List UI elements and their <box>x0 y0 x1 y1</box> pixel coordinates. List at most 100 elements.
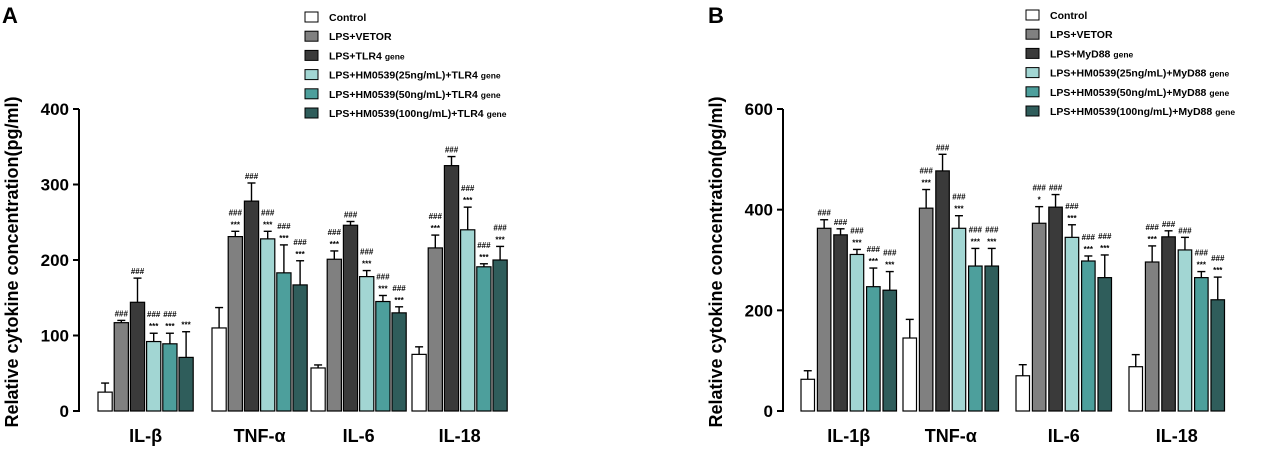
panel-b-chart: Control LPS+VETOR LPS+MyD88 gene LPS+HM0539(… <box>745 9 1235 446</box>
panel-a-bar-2-5 <box>391 312 407 412</box>
panel-a-significance-2-1-0: ### <box>328 228 342 237</box>
panel-a-legend-subtext-5: gene <box>487 109 507 119</box>
panel-a-significance-0-3-1: *** <box>149 322 159 331</box>
panel-b-bar-0-4 <box>865 286 881 412</box>
panel-b-legend-subtext-2: gene <box>1113 49 1133 59</box>
panel-b-legend-text-1: LPS+VETOR <box>1050 29 1113 41</box>
panel-b-significance-1-3-0: ### <box>952 193 966 202</box>
panel-b-legend-subtext-3: gene <box>1209 69 1229 79</box>
panel-a-legend-subtext-3: gene <box>481 71 501 81</box>
panel-a-bar-1-4 <box>276 272 292 412</box>
panel-b-y-tick-label-2: 400 <box>745 201 773 220</box>
panel-a-legend-label-2: LPS+TLR4 gene <box>329 50 405 62</box>
panel-a-significance-1-3-1: *** <box>263 220 273 229</box>
panel-b-significance-2-5-1: *** <box>1100 244 1110 253</box>
panel-b-y-tick-label-0: 0 <box>764 402 773 421</box>
panel-a-bar-2-4 <box>375 300 391 412</box>
panel-b-significance-2-5-0: ### <box>1098 232 1112 241</box>
panel-a-significance-0-4-0: ### <box>163 310 177 319</box>
panel-a-legend-text-3: LPS+HM0539(25ng/mL)+TLR4 <box>329 70 478 82</box>
panel-a-significance-3-5-0: ### <box>493 223 507 232</box>
panel-b-significance-3-4-1: *** <box>1197 261 1207 270</box>
panel-a-significance-3-2-0: ### <box>445 146 459 155</box>
panel-b-bar-0-2 <box>833 234 848 412</box>
panel-a-bar-0-3 <box>146 340 162 412</box>
panel-b-significance-2-1-1: * <box>1038 196 1042 205</box>
panel-b-legend-label-0: Control <box>1050 10 1087 22</box>
panel-a-legend-label-4: LPS+HM0539(50ng/mL)+TLR4 gene <box>329 89 501 101</box>
panel-a-significance-1-4-0: ### <box>277 222 291 231</box>
panel-a-legend-swatch-3 <box>304 69 319 81</box>
panel-b-y-tick-label-1: 200 <box>745 301 773 320</box>
panel-b-legend-label-2: LPS+MyD88 gene <box>1050 48 1134 60</box>
panel-a-significance-0-3-0: ### <box>147 310 161 319</box>
panel-b-category-label-0: IL-1β <box>827 426 870 446</box>
panel-b-significance-2-3-1: *** <box>1067 214 1077 223</box>
panel-a-y-tick-label-4: 400 <box>41 100 69 119</box>
panel-a-legend-text-4: LPS+HM0539(50ng/mL)+TLR4 <box>329 89 478 101</box>
panel-b-bar-2-1 <box>1031 222 1047 412</box>
panel-b-significance-1-2-0: ### <box>936 143 950 152</box>
panel-a-bar-3-2 <box>443 165 460 412</box>
panel-a-y-tick-label-2: 200 <box>41 251 69 270</box>
panel-a-significance-1-4-1: *** <box>279 234 289 243</box>
panel-b-bar-1-2 <box>935 170 950 412</box>
panel-a-bar-1-1 <box>227 235 243 412</box>
panel-a-significance-3-4-1: *** <box>479 253 489 262</box>
panel-b-significance-0-1-0: ### <box>817 209 831 218</box>
panel-b-legend-subtext-4: gene <box>1209 88 1229 98</box>
panel-a-significance-2-4-0: ### <box>376 272 390 281</box>
panel-a-y-axis-label: Relative cytokine concentration(pg/ml) <box>2 96 22 427</box>
panel-a-significance-3-3-0: ### <box>461 184 475 193</box>
panel-a-significance-0-5-0: *** <box>181 321 191 330</box>
panel-b-significance-1-4-1: *** <box>971 237 981 246</box>
panel-a-legend-swatch-5 <box>304 107 319 119</box>
panel-a-bar-3-4 <box>476 266 492 412</box>
panel-a-legend-label-0: Control <box>329 12 366 24</box>
panel-a-significance-0-4-1: *** <box>165 322 175 331</box>
panel-a-legend-swatch-4 <box>304 88 319 100</box>
panel-b-bar-2-2 <box>1048 206 1063 412</box>
panel-a-legend-text-1: LPS+VETOR <box>329 31 392 43</box>
panel-a-bar-3-5 <box>492 259 508 412</box>
panel-b-significance-0-3-0: ### <box>850 226 864 235</box>
panel-b-legend-label-5: LPS+HM0539(100ng/mL)+MyD88 gene <box>1050 106 1235 118</box>
panel-a-legend-label-1: LPS+VETOR <box>329 31 392 43</box>
panel-b-bar-2-3 <box>1064 236 1080 412</box>
panel-a-y-tick-label-3: 300 <box>41 176 69 195</box>
panel-b-significance-0-2-0: ### <box>834 218 848 227</box>
panel-a-bar-2-1 <box>326 258 343 412</box>
panel-a-y-tick-label-1: 100 <box>41 327 69 346</box>
panel-a-significance-2-5-0: ### <box>392 284 406 293</box>
panel-b-significance-3-5-0: ### <box>1211 254 1225 263</box>
panel-b-significance-1-5-0: ### <box>985 225 999 234</box>
panel-b-legend-swatch-5 <box>1025 105 1040 117</box>
panel-b-legend-text-3: LPS+HM0539(25ng/mL)+MyD88 <box>1050 68 1207 80</box>
panel-b-bar-3-2 <box>1161 236 1176 412</box>
panel-b-bar-3-1 <box>1144 261 1160 412</box>
panel-a-significance-1-1-1: *** <box>231 220 241 229</box>
panel-a-significance-0-1-0: ### <box>115 309 129 318</box>
panel-a-significance-1-2-0: ### <box>245 172 259 181</box>
panel-b-legend-swatch-4 <box>1025 86 1040 98</box>
panel-a-bar-0-1 <box>113 322 129 412</box>
panel-a-bar-0-4 <box>162 343 178 412</box>
panel-b-bar-3-4 <box>1193 277 1209 412</box>
panel-b-legend-label-3: LPS+HM0539(25ng/mL)+MyD88 gene <box>1050 68 1230 80</box>
panel-b-legend-swatch-2 <box>1025 47 1040 59</box>
panel-b-significance-2-1-0: ### <box>1032 184 1046 193</box>
panel-a-significance-1-5-1: *** <box>295 250 305 259</box>
panel-b-category-label-2: IL-6 <box>1048 426 1080 446</box>
panel-a-category-label-2: IL-6 <box>343 426 375 446</box>
panel-a-bar-3-0 <box>411 353 427 412</box>
panel-b-legend-swatch-3 <box>1025 67 1040 79</box>
panel-a-significance-2-5-1: *** <box>394 296 404 305</box>
panel-b-bar-0-0 <box>800 378 816 412</box>
panel-a-legend-text-2: LPS+TLR4 <box>329 50 382 62</box>
panel-b-legend-subtext-5: gene <box>1215 107 1235 117</box>
panel-a-bar-0-0 <box>97 391 113 412</box>
panel-b-significance-2-2-0: ### <box>1049 184 1063 193</box>
panel-a-bar-2-0 <box>310 367 326 412</box>
